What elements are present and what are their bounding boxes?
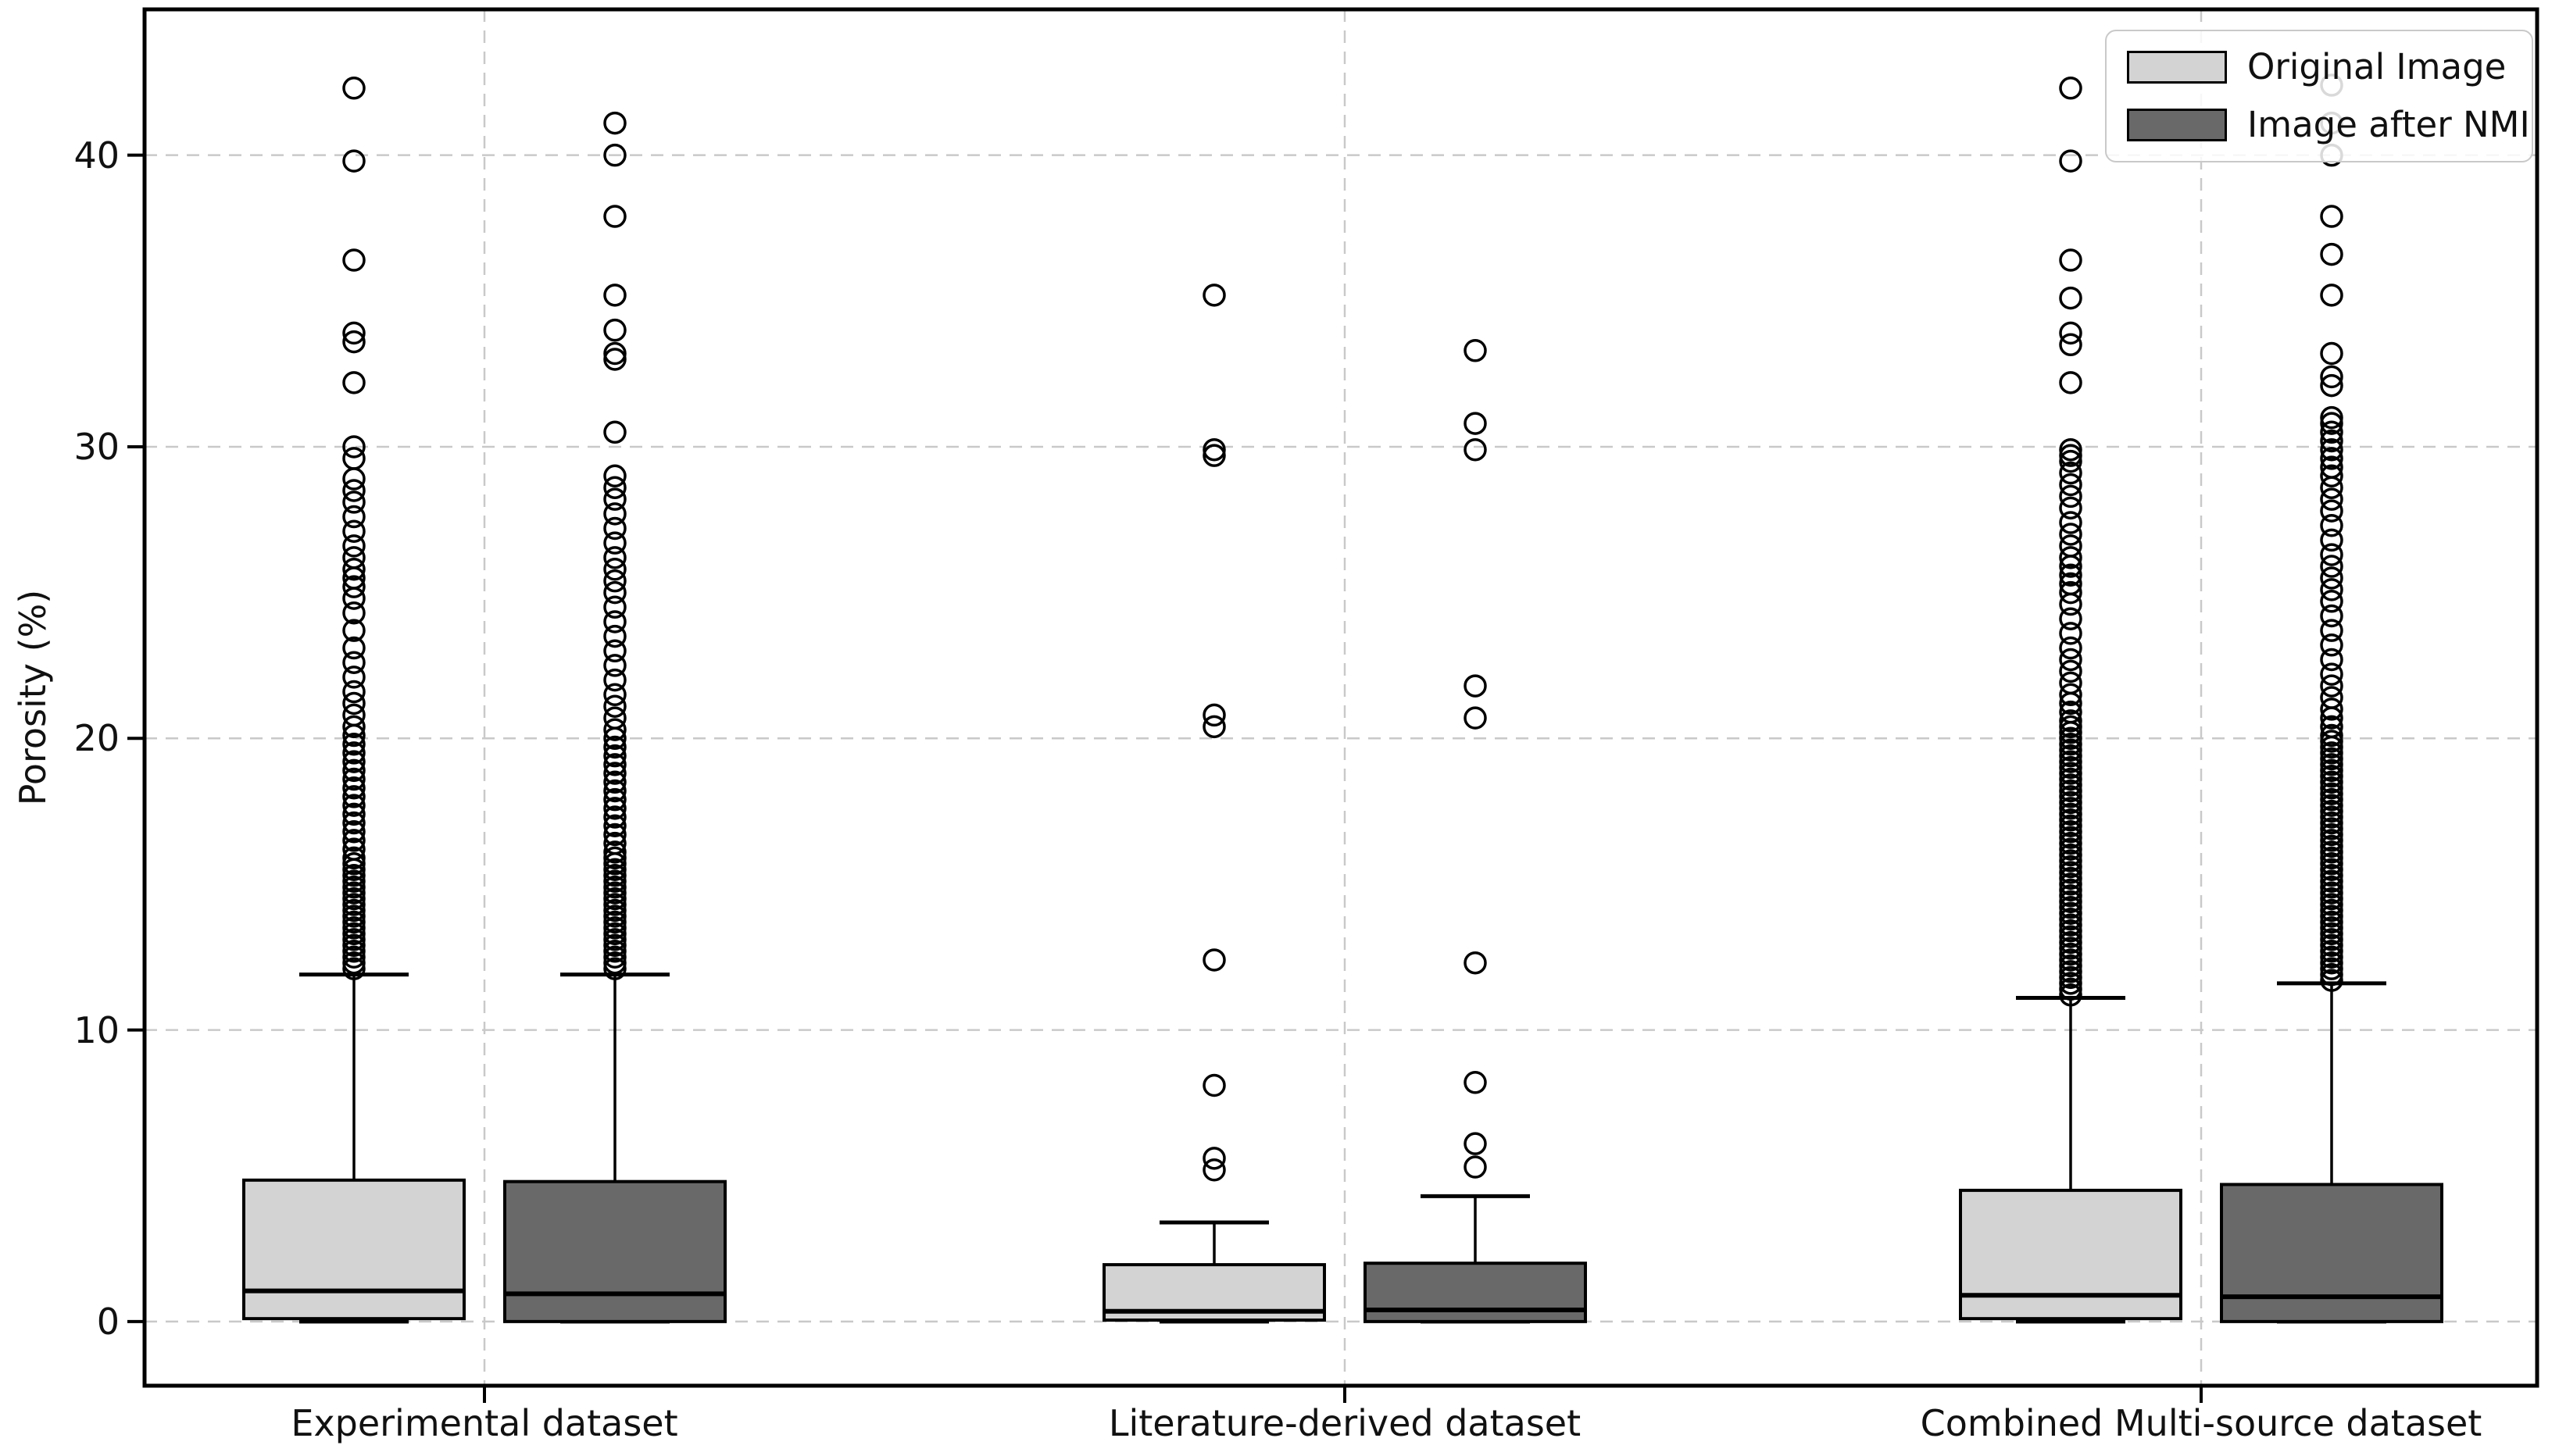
y-axis-label: Porosity (%) <box>12 589 54 806</box>
y-tick-label-0: 0 <box>96 1300 120 1343</box>
legend-item-image-after-nmi: Image after NMI <box>2127 105 2530 145</box>
x-tick-label-literature: Literature-derived dataset <box>1108 1402 1582 1444</box>
legend-label-image-after-nmi: Image after NMI <box>2247 104 2530 145</box>
legend-swatch-original-image-icon <box>2127 51 2227 84</box>
y-tick-label-20: 20 <box>73 717 120 760</box>
legend-swatch-image-after-nmi-icon <box>2127 109 2227 141</box>
x-tick-label-experimental: Experimental dataset <box>291 1402 678 1444</box>
y-tick-label-10: 10 <box>73 1008 120 1051</box>
legend: Original Image Image after NMI <box>2105 30 2533 162</box>
x-tick-label-combined: Combined Multi-source dataset <box>1920 1402 2482 1444</box>
legend-label-original-image: Original Image <box>2247 46 2507 87</box>
legend-item-original-image: Original Image <box>2127 47 2511 87</box>
y-tick-label-30: 30 <box>73 425 120 468</box>
y-tick-label-40: 40 <box>73 134 120 177</box>
